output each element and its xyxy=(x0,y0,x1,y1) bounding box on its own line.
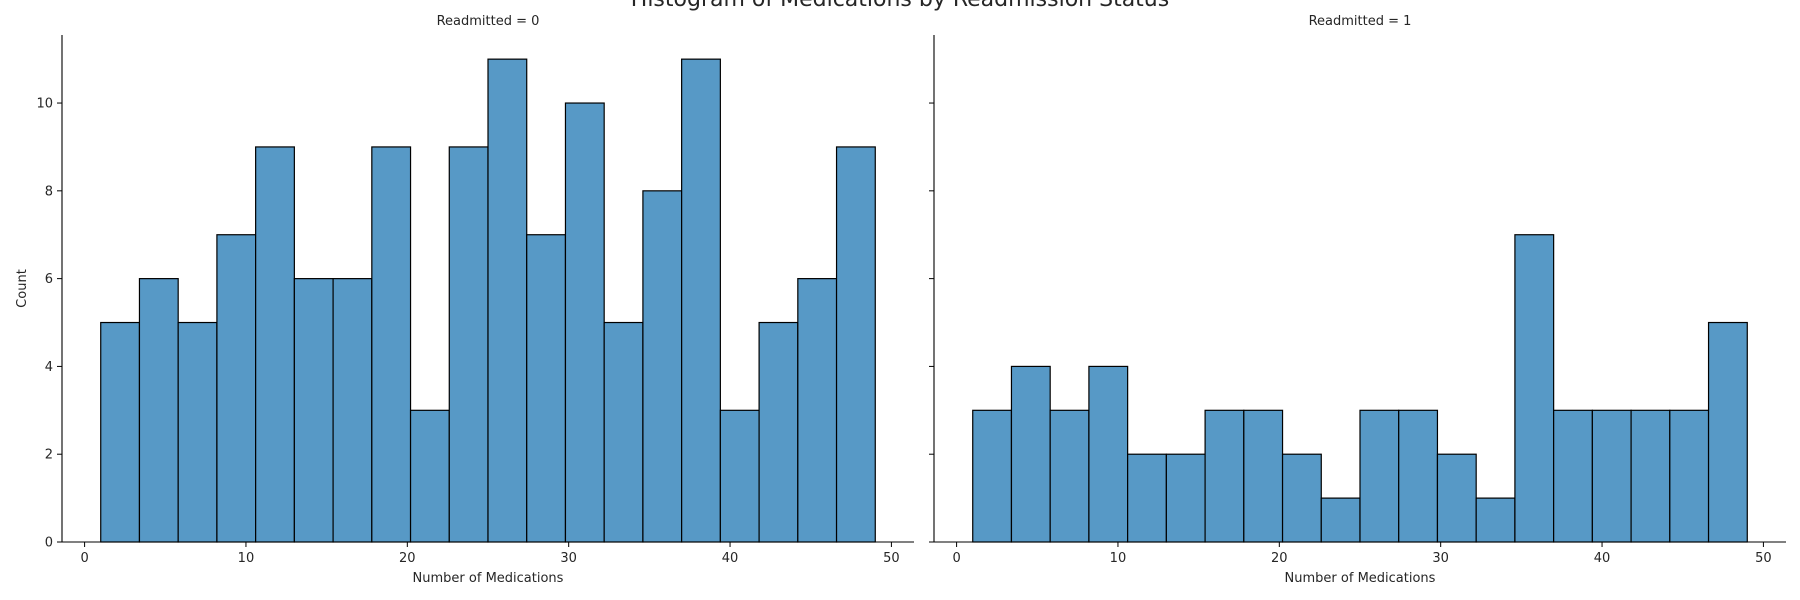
histogram-bar xyxy=(100,321,141,543)
histogram-bar xyxy=(972,409,1013,543)
histogram-bar xyxy=(371,146,412,543)
histogram-bar xyxy=(835,146,876,543)
histogram-bar xyxy=(487,58,528,543)
facet-panel-0: Readmitted = 0 0 10 20 30 40 50 0 2 4 6 8 10 Number o… xyxy=(15,14,914,586)
x-axis-label: Number of Medications xyxy=(1285,571,1436,586)
x-tick-label: 30 xyxy=(1432,551,1449,566)
histogram-bar xyxy=(216,234,257,543)
histogram-bar xyxy=(1553,409,1593,543)
histogram-bars xyxy=(972,234,1748,543)
histogram-bar xyxy=(1127,453,1167,543)
histogram-bar xyxy=(1436,453,1477,543)
histogram-bar xyxy=(603,321,644,543)
x-tick-label: 0 xyxy=(952,551,960,566)
y-tick-label: 0 xyxy=(45,536,53,551)
x-tick-label: 10 xyxy=(238,551,255,566)
histogram-bar xyxy=(138,278,179,543)
y-tick-label: 10 xyxy=(36,97,53,112)
histogram-bar xyxy=(564,102,605,543)
y-tick-label: 4 xyxy=(45,360,53,375)
facet-title: Readmitted = 1 xyxy=(1309,14,1412,29)
histogram-bar xyxy=(1165,453,1206,543)
x-tick-label: 50 xyxy=(1755,551,1772,566)
y-tick-label: 6 xyxy=(45,272,53,287)
histogram-bar xyxy=(719,409,760,543)
histogram-bar xyxy=(448,146,489,543)
x-tick-label: 10 xyxy=(1110,551,1127,566)
x-tick-label: 40 xyxy=(1594,551,1611,566)
histogram-bar xyxy=(1591,409,1632,543)
histogram-bar xyxy=(758,321,799,543)
histogram-bar xyxy=(1359,409,1400,543)
histogram-bar xyxy=(797,278,838,543)
histogram-bar xyxy=(1243,409,1284,543)
y-axis-label: Count xyxy=(15,269,30,308)
histogram-bar xyxy=(1475,497,1516,543)
facet-title: Readmitted = 0 xyxy=(437,14,540,29)
histogram-bar xyxy=(1514,234,1555,543)
x-tick-label: 0 xyxy=(80,551,88,566)
histogram-bar xyxy=(526,234,567,543)
histogram-bar xyxy=(681,58,721,543)
y-tick-label: 2 xyxy=(45,448,53,463)
x-tick-label: 50 xyxy=(883,551,900,566)
histogram-bar xyxy=(1398,409,1439,543)
histogram-bar xyxy=(1281,453,1322,543)
facet-panel-1: Readmitted = 1 0 10 20 30 40 50 Number of Medic… xyxy=(929,14,1786,586)
figure-title: Histogram of Medications by Readmission … xyxy=(631,0,1169,12)
histogram-bar xyxy=(1088,365,1129,543)
histogram-bar xyxy=(1669,409,1710,543)
x-tick-label: 20 xyxy=(399,551,416,566)
histogram-bar xyxy=(1204,409,1245,543)
histogram-bar xyxy=(1630,409,1671,543)
histogram-bar xyxy=(1049,409,1090,543)
histogram-bar xyxy=(642,190,683,543)
histogram-bar xyxy=(255,146,295,543)
x-tick-label: 20 xyxy=(1271,551,1288,566)
histogram-bar xyxy=(1707,321,1748,543)
y-tick-label: 8 xyxy=(45,184,53,199)
x-tick-label: 30 xyxy=(560,551,577,566)
histogram-bar xyxy=(177,321,218,543)
histogram-bar xyxy=(1010,365,1051,543)
x-tick-label: 40 xyxy=(722,551,739,566)
histogram-bar xyxy=(332,278,373,543)
histogram-bars xyxy=(100,58,876,543)
histogram-bar xyxy=(1320,497,1361,543)
x-axis-label: Number of Medications xyxy=(413,571,564,586)
histogram-bar xyxy=(293,278,334,543)
histogram-bar xyxy=(409,409,450,543)
facet-panels: Readmitted = 0 0 10 20 30 40 50 0 2 4 6 8 10 Number o… xyxy=(15,14,1786,586)
